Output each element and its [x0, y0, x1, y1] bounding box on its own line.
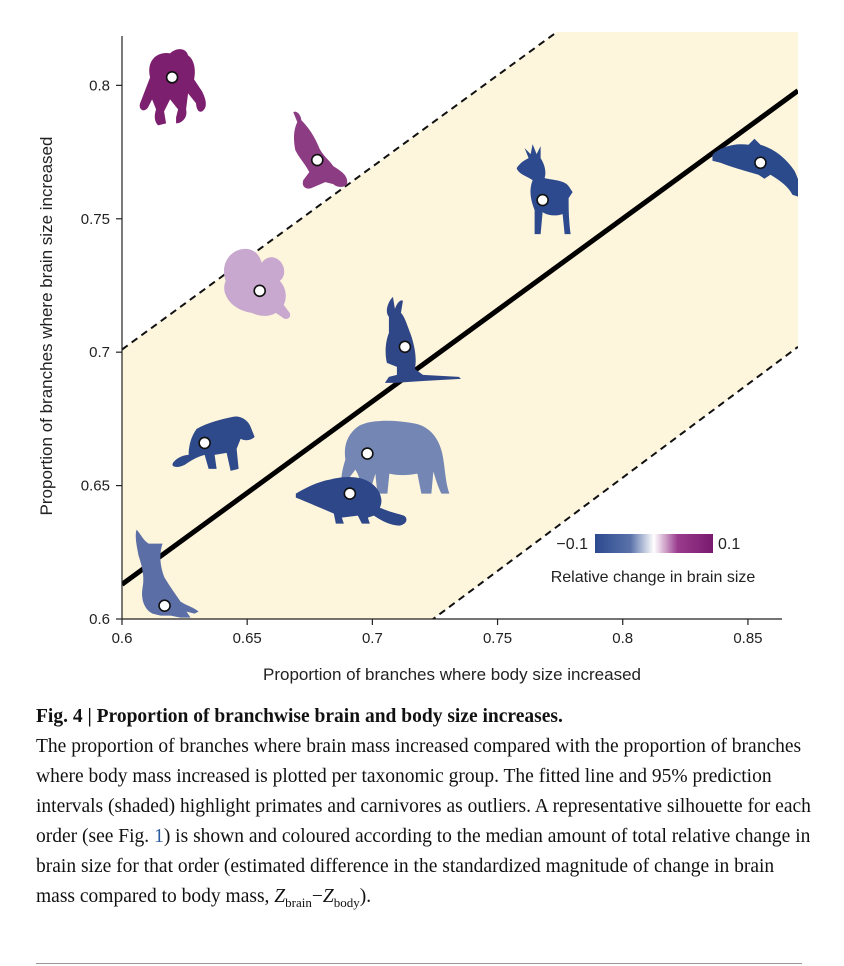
x-tick-label: 0.7 [362, 630, 383, 647]
data-point-marker [343, 487, 357, 500]
data-point-marker [754, 156, 767, 170]
figure-caption: Fig. 4 | Proportion of branchwise brain … [36, 702, 816, 918]
data-point-marsupial [384, 296, 461, 383]
points-layer [135, 49, 798, 618]
shrew-silhouette [295, 476, 407, 526]
z-body-symbol: Z [322, 886, 334, 907]
x-tick-label: 0.6 [112, 630, 133, 647]
data-point-marker [253, 284, 267, 298]
dolphin-silhouette [712, 138, 798, 197]
z-brain-subscript: brain [285, 894, 312, 910]
caption-text-middle: ) is shown and coloured according to the… [36, 826, 811, 907]
x-ticks: 0.6 0.65 0.7 0.75 0.8 0.85 [112, 619, 763, 647]
data-point-marker [536, 193, 549, 207]
data-point-dasyuromorph [172, 416, 255, 471]
y-ticks: 0.6 0.65 0.7 0.75 0.8 [81, 77, 122, 628]
data-point-cetacean [712, 138, 798, 197]
figure-reference-link[interactable]: 1 [154, 826, 164, 847]
y-tick-label: 0.8 [89, 77, 110, 94]
fitted-line [122, 88, 798, 587]
z-body-subscript: body [333, 894, 360, 910]
x-tick-label: 0.75 [483, 630, 512, 647]
y-tick-label: 0.6 [89, 611, 110, 628]
margin-marks [0, 600, 6, 940]
bat-silhouette [135, 529, 199, 618]
legend-colorbar [595, 534, 713, 553]
legend-max-label: 0.1 [718, 536, 740, 553]
data-point-primate [139, 49, 206, 126]
data-point-proboscidean [341, 420, 450, 496]
x-tick-label: 0.85 [733, 630, 762, 647]
caption-text-start: The proportion of branches where brain m… [36, 736, 811, 847]
x-axis-title: Proportion of branches where body size i… [263, 665, 641, 684]
y-tick-label: 0.65 [81, 478, 110, 495]
elephant-silhouette [341, 420, 450, 496]
devil-silhouette [172, 416, 255, 471]
data-point-marker [165, 71, 179, 84]
caption-title: Fig. 4 | Proportion of branchwise brain … [36, 706, 563, 727]
y-tick-label: 0.7 [89, 344, 110, 361]
legend-title: Relative change in brain size [551, 569, 756, 586]
x-tick-label: 0.8 [612, 630, 633, 647]
data-point-ungulate [516, 144, 573, 235]
squirrel-silhouette [223, 248, 291, 319]
legend-min-label: −0.1 [556, 536, 588, 553]
data-point-rodent [223, 248, 291, 319]
z-brain-symbol: Z [274, 886, 286, 907]
data-point-marker [398, 340, 412, 354]
prediction-interval-lower-line [431, 346, 798, 619]
y-axis-title: Proportion of branches where brain size … [37, 137, 56, 516]
deer-silhouette [516, 144, 573, 235]
ape-silhouette [139, 49, 206, 126]
scatter-chart: 0.6 0.65 0.7 0.75 0.8 0.85 0.60.650.70.750.8 … [37, 32, 798, 684]
bottom-rule [36, 963, 802, 964]
weasel-silhouette [293, 111, 348, 189]
prediction-interval-band [122, 32, 798, 619]
data-point-marker [158, 599, 171, 612]
data-point-eulipotyphlan [295, 476, 407, 526]
minus-sign: − [311, 886, 323, 907]
data-point-marker [310, 153, 324, 167]
color-legend: −0.1 0.1 Relative change in brain size [551, 534, 756, 586]
data-point-marker [361, 447, 374, 460]
caption-text-end: ). [359, 886, 372, 907]
data-point-bat [135, 529, 199, 618]
x-tick-label: 0.65 [233, 630, 262, 647]
data-point-marker [198, 436, 211, 450]
y-tick-label: 0.75 [81, 211, 110, 228]
kangaroo-silhouette [384, 296, 461, 383]
caption-body: The proportion of branches where brain m… [36, 732, 816, 918]
data-point-carnivore [293, 111, 348, 189]
